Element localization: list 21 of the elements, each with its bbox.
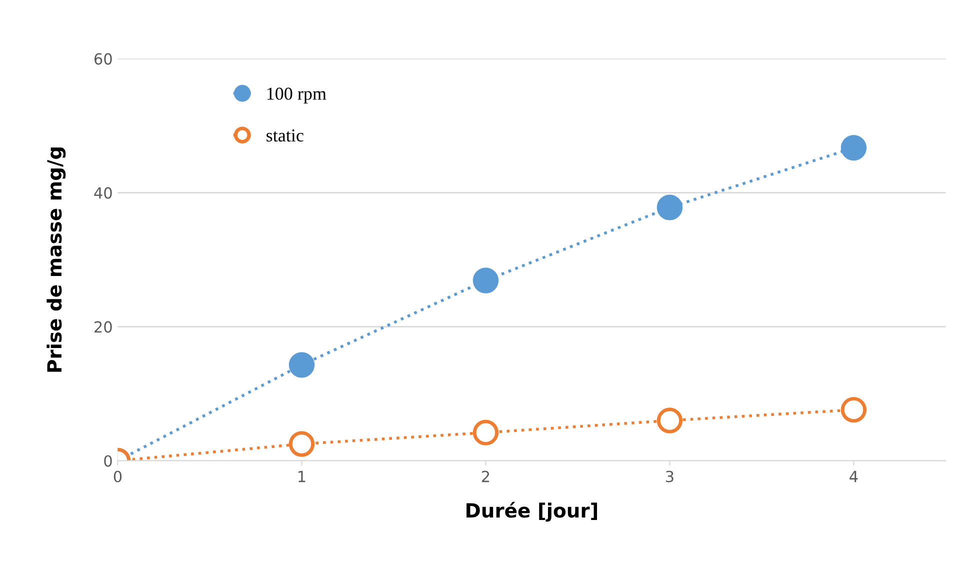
x-axis-title: Durée [jour] [466,502,598,522]
point [656,408,683,434]
point [656,194,683,220]
x-tick-label: 4 [850,470,858,482]
point [288,431,315,457]
y-tick-label: 0 [104,455,112,467]
legend-label: 100 rpm [267,88,326,104]
y-axis-title: Prise de masse mg/g [46,148,66,372]
x-tick-label: 0 [114,470,122,482]
x-tick-label: 3 [666,470,674,482]
legend-label: static [266,129,304,142]
point [840,396,867,423]
point [288,352,315,378]
point [472,420,499,446]
x-tick-label: 1 [298,470,306,482]
y-tick-label: 20 [94,321,112,333]
x-tick-label: 2 [482,470,490,482]
y-tick-label: 40 [94,187,112,199]
y-tick-label: 60 [94,53,112,65]
point [840,134,867,161]
point [472,268,499,294]
